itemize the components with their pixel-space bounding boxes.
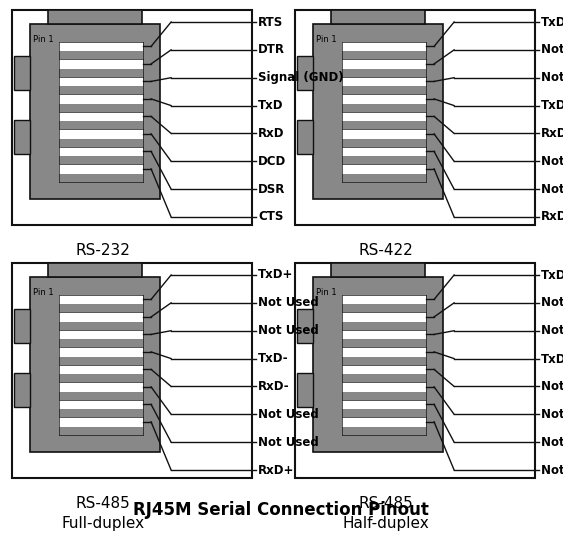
Text: Not Used: Not Used [541,71,563,84]
Bar [313,277,443,452]
Bar [30,277,160,452]
Text: TxD: TxD [258,99,284,112]
Text: Pin 1: Pin 1 [316,288,337,297]
Bar [297,373,313,407]
Bar [295,10,535,225]
Bar [30,24,160,199]
Bar [342,129,426,139]
Bar [48,10,142,24]
Bar [342,112,426,121]
Text: RS-485: RS-485 [359,496,414,511]
Text: DCD: DCD [258,155,286,168]
Bar [342,147,426,156]
Text: DSR: DSR [258,183,285,195]
Bar [295,263,535,478]
Text: Full-duplex: Full-duplex [61,516,145,531]
Bar [331,10,425,24]
Bar [342,294,426,304]
Text: TxD-: TxD- [258,352,289,365]
Text: RJ45M Serial Connection Pinout: RJ45M Serial Connection Pinout [133,501,429,519]
Bar [342,347,426,357]
Bar [59,417,143,426]
Text: Not Used: Not Used [541,155,563,168]
Bar [59,147,143,156]
Text: DTR: DTR [258,43,285,56]
Text: TxD+: TxD+ [541,16,563,28]
Bar [342,400,426,409]
Bar [12,263,252,478]
Bar [313,24,443,199]
Text: Pin 1: Pin 1 [33,35,53,45]
Text: RS-485: RS-485 [76,496,131,511]
Text: TxD-: TxD- [541,99,563,112]
Text: TxD/RxD-: TxD/RxD- [541,352,563,365]
Text: Not Used: Not Used [541,436,563,448]
Text: Not Used: Not Used [258,408,319,421]
Bar [342,417,426,426]
Bar [342,59,426,69]
Text: Not Used: Not Used [541,380,563,393]
Text: RS-232: RS-232 [76,243,131,258]
Text: Not Used: Not Used [541,183,563,195]
Text: RxD-: RxD- [541,127,563,140]
Bar [342,164,426,173]
Text: Pin 1: Pin 1 [33,288,53,297]
Bar [342,330,426,339]
Bar [342,312,426,322]
Text: Signal (GND): Signal (GND) [258,71,343,84]
Bar [297,55,313,90]
Bar [59,41,143,51]
Text: Pin 1: Pin 1 [316,35,337,45]
Bar [342,76,426,86]
Text: Not Used: Not Used [541,324,563,337]
Bar [59,164,143,173]
Bar [297,120,313,154]
Bar [59,112,143,121]
Bar [59,365,143,374]
Text: Not Used: Not Used [541,43,563,56]
Bar [59,76,143,86]
Bar [59,382,143,391]
Text: Not Used: Not Used [541,463,563,476]
Bar [14,120,30,154]
Bar [297,308,313,343]
Text: RxD-: RxD- [258,380,289,393]
Bar [342,365,426,374]
Bar [48,263,142,277]
Text: Not Used: Not Used [258,296,319,309]
Text: Not Used: Not Used [258,436,319,448]
Bar [59,94,143,104]
Text: CTS: CTS [258,211,283,223]
Text: TxD+: TxD+ [258,268,293,281]
Text: RxD: RxD [258,127,284,140]
Bar [59,312,143,322]
Bar [59,330,143,339]
Text: Not Used: Not Used [541,296,563,309]
Bar [14,308,30,343]
Bar [59,294,143,304]
Bar [342,382,426,391]
Text: RTS: RTS [258,16,283,28]
Text: Not Used: Not Used [258,324,319,337]
Text: Not Used: Not Used [541,408,563,421]
Bar [12,10,252,225]
Bar [59,400,143,409]
Text: RxD+: RxD+ [541,211,563,223]
Text: RS-422: RS-422 [359,243,414,258]
Text: TxD/RxD+: TxD/RxD+ [541,268,563,281]
Bar [59,59,143,69]
Bar [59,129,143,139]
Text: Half-duplex: Half-duplex [343,516,430,531]
Bar [331,263,425,277]
Bar [14,373,30,407]
Bar [342,41,426,51]
Bar [59,347,143,357]
Text: RxD+: RxD+ [258,463,294,476]
Bar [342,94,426,104]
Bar [14,55,30,90]
